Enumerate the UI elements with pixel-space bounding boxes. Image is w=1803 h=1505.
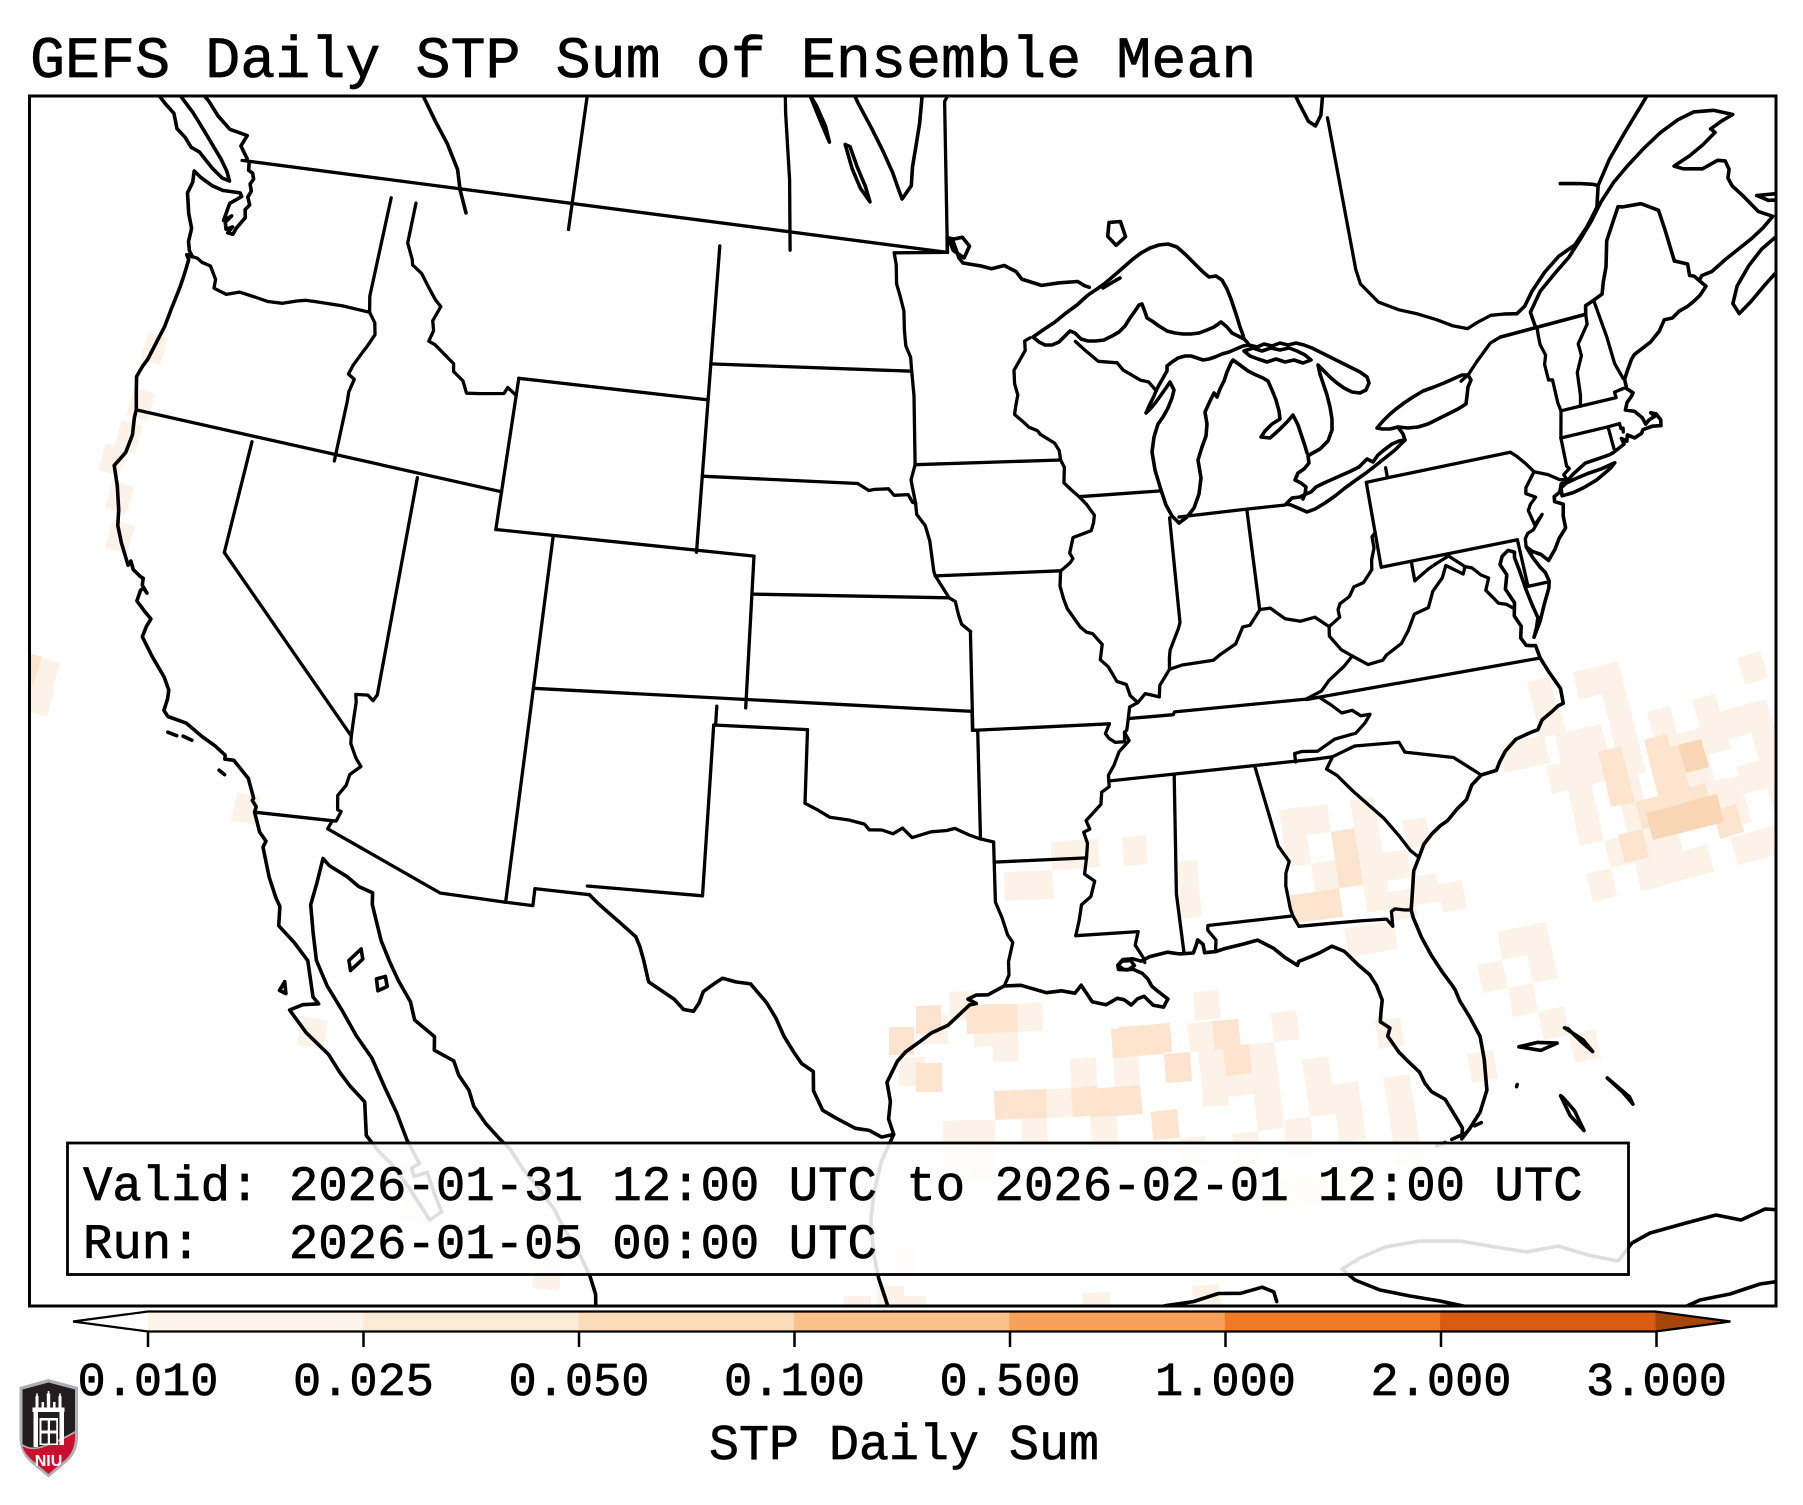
svg-text:0.500: 0.500 bbox=[939, 1357, 1080, 1410]
svg-text:GEFS Daily STP Sum of Ensemble: GEFS Daily STP Sum of Ensemble Mean bbox=[30, 28, 1256, 95]
svg-text:0.025: 0.025 bbox=[293, 1357, 434, 1410]
svg-text:0.050: 0.050 bbox=[508, 1357, 649, 1410]
svg-text:NIU: NIU bbox=[35, 1453, 63, 1470]
svg-text:0.010: 0.010 bbox=[77, 1357, 218, 1410]
svg-text:3.000: 3.000 bbox=[1586, 1357, 1727, 1410]
svg-text:Valid: 2026-01-31 12:00 UTC to: Valid: 2026-01-31 12:00 UTC to 2026-02-0… bbox=[83, 1159, 1583, 1215]
svg-text:2.000: 2.000 bbox=[1370, 1357, 1511, 1410]
svg-text:STP Daily Sum: STP Daily Sum bbox=[709, 1418, 1099, 1475]
svg-text:1.000: 1.000 bbox=[1155, 1357, 1296, 1410]
svg-text:0.100: 0.100 bbox=[724, 1357, 865, 1410]
svg-text:Run: 2026-01-05 00:00 UTC: Run: 2026-01-05 00:00 UTC bbox=[83, 1217, 877, 1273]
